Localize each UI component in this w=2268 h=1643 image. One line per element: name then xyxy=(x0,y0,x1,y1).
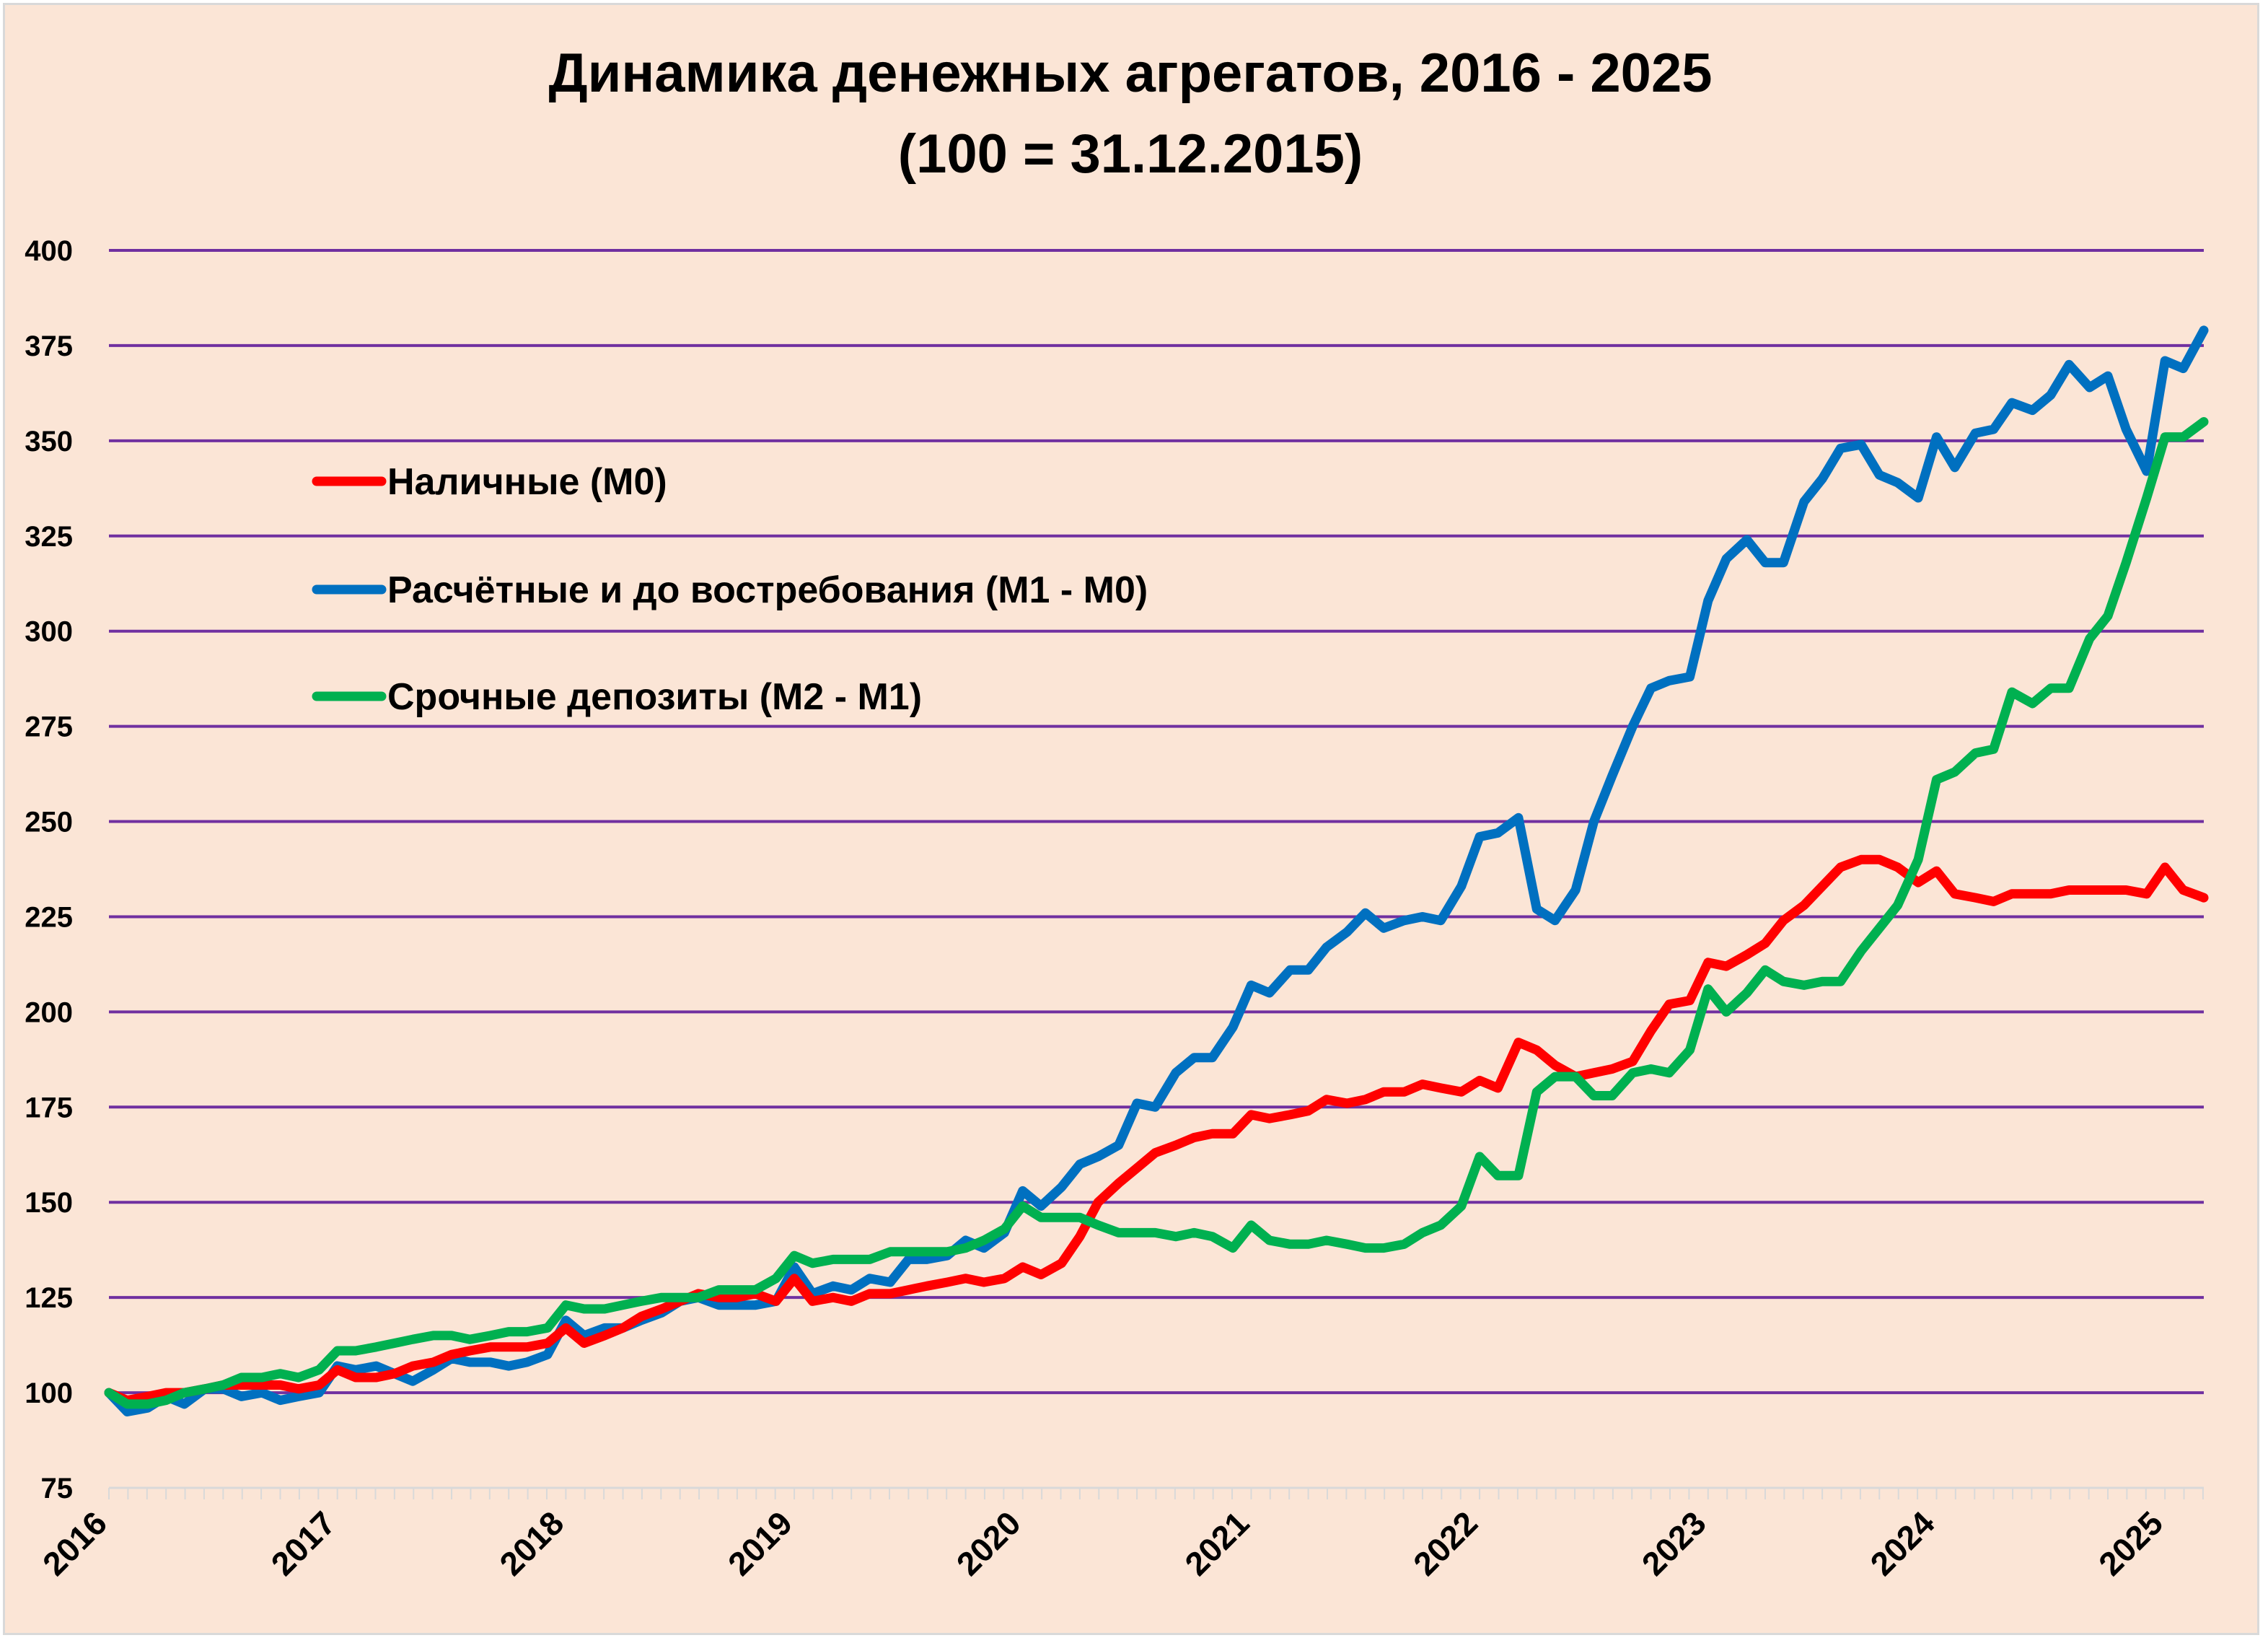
x-tick-label: 2025 xyxy=(2091,1504,2170,1582)
y-tick-label: 325 xyxy=(25,521,73,553)
x-tick-label: 2018 xyxy=(492,1504,571,1582)
series-line-1 xyxy=(104,325,2209,1416)
chart-title: Динамика денежных агрегатов, 2016 - 2025 xyxy=(549,43,1713,104)
x-axis-ticks: 2016 2017 2018 2019 2020 2021 2022 2023 2024 2025 xyxy=(35,1504,2170,1582)
y-tick-label: 100 xyxy=(25,1377,73,1409)
chart-subtitle: (100 = 31.12.2015) xyxy=(898,123,1363,185)
x-tick-label: 2021 xyxy=(1177,1504,1256,1582)
x-tick-label: 2022 xyxy=(1406,1504,1485,1582)
x-axis xyxy=(108,1486,2204,1499)
legend-label-2: Срочные депозиты (M2 - M1) xyxy=(387,676,922,718)
legend-label-0: Наличные (M0) xyxy=(387,461,667,503)
x-tick-label: 2023 xyxy=(1635,1504,1713,1582)
y-tick-label: 150 xyxy=(25,1187,73,1219)
y-axis: 75 100 125 150 175 200 225 250 275 300 325 350 375 40… xyxy=(25,235,73,1504)
x-tick-label: 2024 xyxy=(1863,1504,1941,1582)
x-tick-label: 2019 xyxy=(721,1504,799,1582)
legend-label-1: Расчётные и до востребования (M1 - M0) xyxy=(387,569,1148,611)
y-tick-label: 125 xyxy=(25,1282,73,1314)
series-lines xyxy=(104,325,2209,1416)
line-chart: Динамика денежных агрегатов, 2016 - 2025… xyxy=(25,43,2209,1582)
x-tick-label: 2020 xyxy=(949,1504,1028,1582)
gridlines xyxy=(109,249,2204,1395)
y-tick-label: 350 xyxy=(25,426,73,457)
y-tick-label: 225 xyxy=(25,901,73,933)
y-tick-label: 275 xyxy=(25,711,73,743)
y-tick-label: 200 xyxy=(25,996,73,1028)
x-tick-label: 2017 xyxy=(264,1504,343,1582)
y-tick-label: 300 xyxy=(25,616,73,648)
series-line-0 xyxy=(104,854,2209,1406)
legend: Наличные (M0) Расчётные и до востребовани… xyxy=(312,461,1148,718)
y-tick-label: 175 xyxy=(25,1092,73,1123)
y-tick-label: 400 xyxy=(25,235,73,267)
chart-frame: Динамика денежных агрегатов, 2016 - 2025… xyxy=(3,3,2259,1635)
x-tick-label: 2016 xyxy=(35,1504,114,1582)
series-line-2 xyxy=(104,417,2209,1409)
y-tick-label: 375 xyxy=(25,330,73,362)
y-tick-label: 75 xyxy=(41,1473,74,1504)
y-tick-label: 250 xyxy=(25,807,73,838)
